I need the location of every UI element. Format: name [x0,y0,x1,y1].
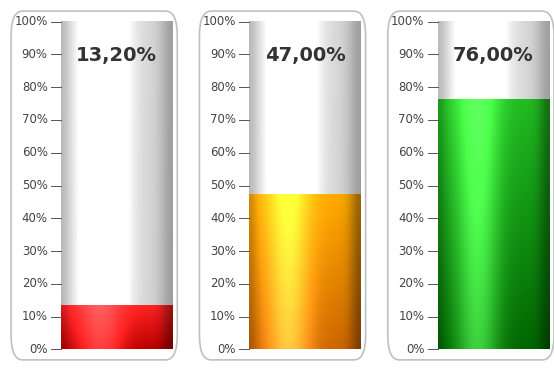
Text: 90%: 90% [398,48,424,61]
Text: 10%: 10% [22,310,48,323]
Text: 0%: 0% [218,343,236,356]
Text: 60%: 60% [398,146,424,159]
Text: 70%: 70% [398,114,424,127]
FancyBboxPatch shape [199,11,366,360]
Text: 60%: 60% [210,146,236,159]
Text: 13,20%: 13,20% [76,46,157,65]
Text: 80%: 80% [210,81,236,93]
Text: 10%: 10% [398,310,424,323]
Text: 50%: 50% [210,179,236,192]
Text: 47,00%: 47,00% [265,46,345,65]
Text: 0%: 0% [29,343,48,356]
Text: 80%: 80% [22,81,48,93]
Text: 50%: 50% [22,179,48,192]
Text: 30%: 30% [398,244,424,257]
Text: 30%: 30% [210,244,236,257]
Text: 70%: 70% [210,114,236,127]
Text: 50%: 50% [398,179,424,192]
Text: 90%: 90% [22,48,48,61]
Text: 100%: 100% [391,15,424,28]
Text: 76,00%: 76,00% [453,46,534,65]
Text: 60%: 60% [22,146,48,159]
Text: 0%: 0% [406,343,424,356]
Text: 40%: 40% [210,212,236,225]
Text: 80%: 80% [398,81,424,93]
FancyBboxPatch shape [11,11,177,360]
Text: 30%: 30% [22,244,48,257]
Text: 20%: 20% [22,278,48,290]
Text: 70%: 70% [22,114,48,127]
Text: 10%: 10% [210,310,236,323]
Text: 100%: 100% [14,15,48,28]
Text: 20%: 20% [398,278,424,290]
Text: 20%: 20% [210,278,236,290]
FancyBboxPatch shape [388,11,554,360]
Text: 100%: 100% [203,15,236,28]
Text: 40%: 40% [22,212,48,225]
Text: 40%: 40% [398,212,424,225]
Text: 90%: 90% [210,48,236,61]
